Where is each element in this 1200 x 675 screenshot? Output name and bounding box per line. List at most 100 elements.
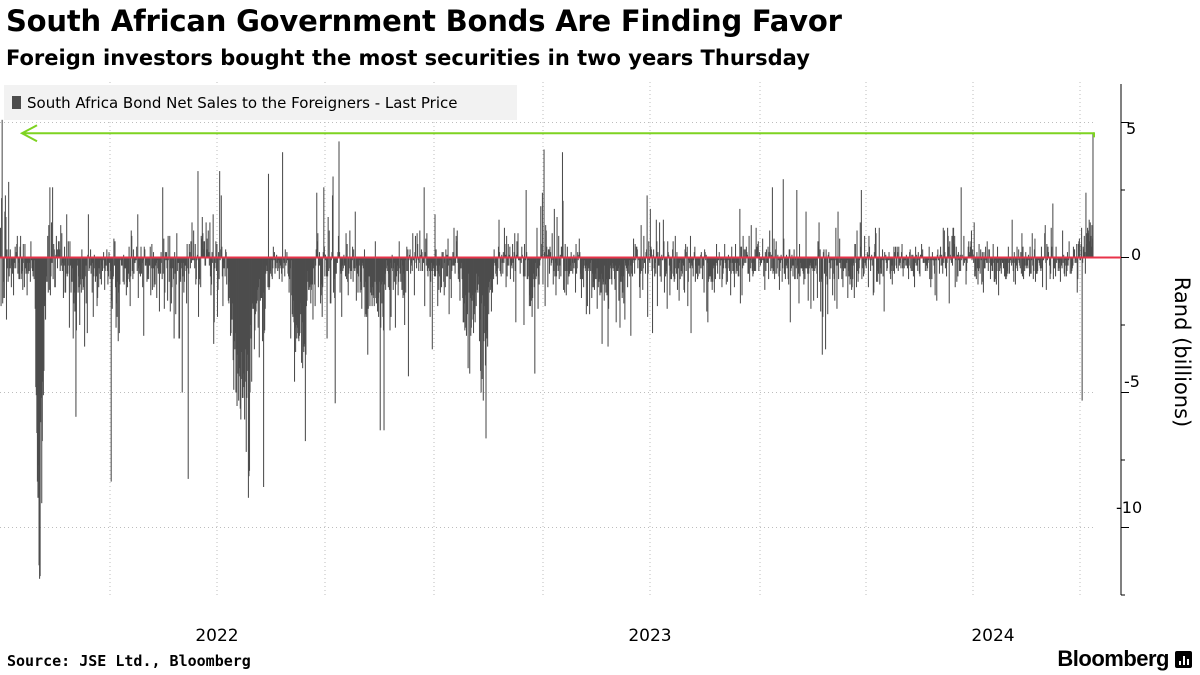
- bar: [316, 192, 318, 258]
- bar: [810, 257, 812, 269]
- bar: [300, 257, 302, 315]
- bar: [611, 257, 613, 285]
- bar: [544, 252, 546, 258]
- bar: [461, 257, 463, 263]
- bar: [768, 257, 770, 280]
- bar: [1058, 257, 1060, 269]
- bar: [724, 244, 726, 258]
- bar: [235, 257, 237, 393]
- bar: [641, 257, 643, 271]
- bar: [323, 187, 325, 258]
- bar: [536, 227, 538, 258]
- bar: [294, 257, 296, 328]
- bar: [817, 241, 819, 258]
- bar: [818, 222, 820, 258]
- bar: [876, 257, 878, 271]
- bar: [226, 257, 228, 269]
- bar: [555, 257, 558, 277]
- bar: [508, 254, 510, 258]
- bar: [635, 246, 637, 258]
- bar: [53, 249, 55, 258]
- bar: [738, 257, 740, 266]
- bar: [418, 257, 420, 263]
- bar: [705, 257, 707, 261]
- bar: [796, 190, 798, 258]
- bar: [182, 257, 184, 277]
- bar: [937, 257, 939, 261]
- bar: [697, 257, 699, 280]
- bar: [124, 257, 126, 269]
- bar: [596, 257, 598, 280]
- bar: [741, 257, 743, 296]
- bar: [811, 257, 813, 266]
- bar: [317, 233, 319, 258]
- bar: [989, 257, 991, 280]
- bar: [257, 257, 259, 328]
- bar: [1021, 233, 1023, 258]
- bar: [911, 254, 913, 258]
- bar: [578, 238, 580, 258]
- bar: [317, 257, 319, 288]
- bar: [735, 244, 737, 258]
- bar: [275, 257, 277, 266]
- bar: [5, 217, 7, 258]
- bar: [628, 257, 630, 274]
- bar: [624, 257, 626, 320]
- bar: [563, 257, 565, 290]
- bar: [385, 257, 387, 290]
- bar: [509, 257, 511, 280]
- bar: [332, 176, 334, 258]
- bar: [511, 257, 513, 269]
- y-tick-label-minus-10: -10: [1116, 498, 1142, 517]
- bar: [793, 257, 795, 266]
- bar: [805, 211, 807, 258]
- bar: [170, 257, 172, 269]
- bar: [146, 257, 148, 282]
- bar: [330, 257, 332, 304]
- bar: [254, 257, 256, 315]
- bar: [1019, 257, 1021, 266]
- bar: [297, 257, 299, 339]
- bar: [175, 257, 177, 315]
- bar: [1061, 257, 1063, 269]
- bar: [633, 257, 635, 261]
- bar: [968, 241, 970, 258]
- bar: [871, 257, 873, 266]
- bar: [185, 257, 187, 271]
- bar: [344, 257, 346, 263]
- bar: [982, 257, 984, 282]
- bar: [576, 257, 578, 269]
- bar: [493, 257, 495, 280]
- bar: [238, 257, 240, 401]
- bar: [918, 257, 920, 274]
- bar: [685, 257, 687, 271]
- bar: [662, 219, 664, 258]
- bar: [608, 257, 610, 309]
- bar: [495, 257, 497, 277]
- bar: [953, 227, 955, 258]
- bar: [573, 254, 575, 258]
- bar: [72, 257, 74, 339]
- bar: [566, 257, 568, 271]
- bar: [412, 257, 414, 261]
- bar: [15, 252, 17, 258]
- bar: [422, 257, 424, 271]
- bar: [619, 257, 621, 328]
- bar: [66, 257, 68, 277]
- bar: [719, 257, 721, 266]
- bar: [971, 257, 973, 261]
- bar: [1027, 257, 1029, 269]
- bar: [479, 257, 481, 320]
- bar: [603, 257, 605, 282]
- bar: [636, 249, 638, 258]
- bar: [378, 257, 380, 293]
- bar: [843, 257, 845, 266]
- bar: [456, 241, 458, 258]
- bar: [672, 241, 674, 258]
- bar: [614, 257, 616, 290]
- bar: [192, 257, 194, 261]
- bar: [150, 257, 152, 269]
- bar: [489, 257, 491, 282]
- bar: [55, 235, 57, 258]
- bar: [103, 257, 105, 269]
